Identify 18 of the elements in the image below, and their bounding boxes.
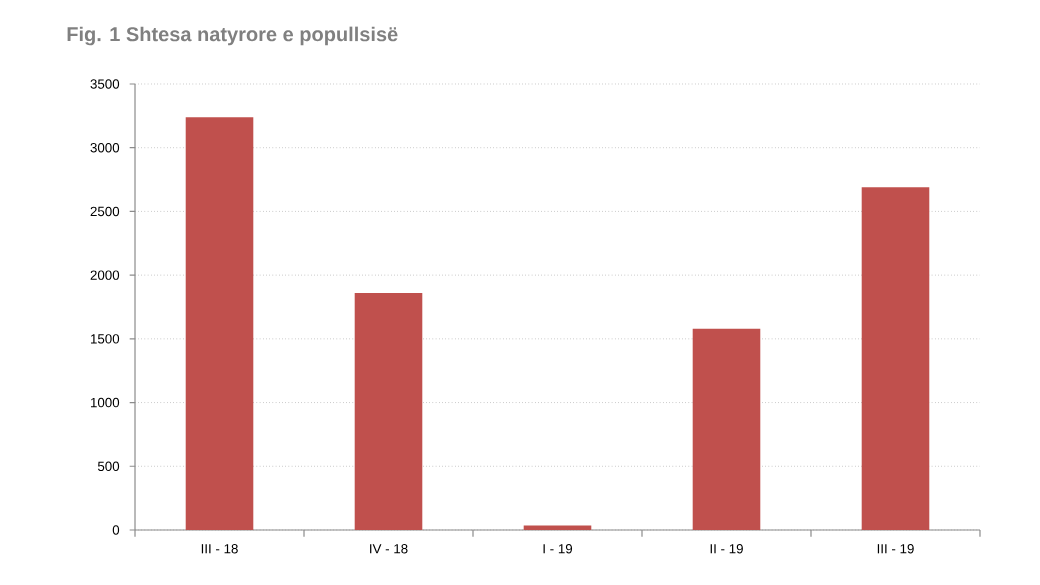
- y-tick-label: 0: [112, 525, 120, 535]
- y-tick-label: 1500: [90, 334, 120, 344]
- bar: [354, 292, 423, 530]
- chart-title: Fig. 1 Shtesa natyrore e popullsisë: [67, 26, 398, 46]
- y-tick-label: 3000: [90, 142, 120, 153]
- x-tick-label: I - 19: [543, 544, 573, 554]
- x-tick-label: III - 19: [877, 544, 914, 554]
- y-tick-label: 500: [97, 461, 120, 471]
- x-tick-label: III - 18: [201, 544, 238, 554]
- bar: [861, 187, 930, 530]
- bar: [692, 328, 761, 530]
- y-tick-label: 3500: [90, 79, 120, 89]
- y-tick-label: 2000: [90, 270, 120, 280]
- y-tick-label: 1000: [90, 397, 120, 408]
- bar: [185, 117, 254, 530]
- x-tick-label: IV - 18: [370, 544, 408, 554]
- x-tick-label: II - 19: [710, 544, 743, 554]
- y-tick-label: 2500: [90, 206, 120, 217]
